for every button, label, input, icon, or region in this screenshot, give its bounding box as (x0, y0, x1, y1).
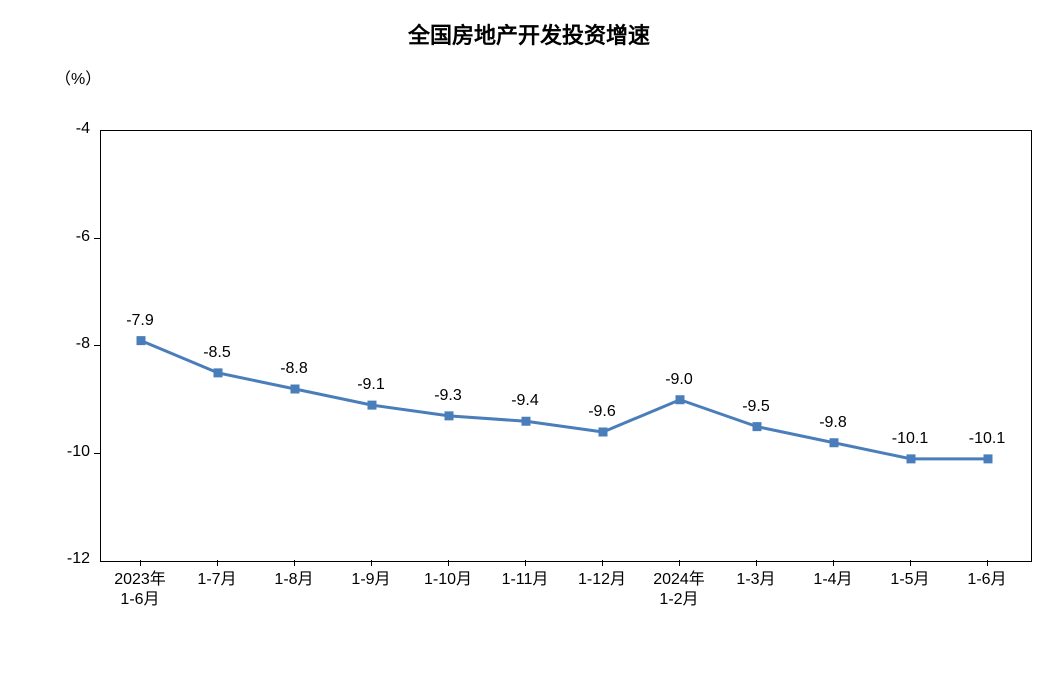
series-line (141, 341, 988, 459)
series-marker (522, 417, 530, 425)
x-tick-mark (910, 560, 911, 566)
chart-container: 全国房地产开发投资增速 （%） -4-6-8-10-122023年 1-6月1-… (0, 0, 1058, 684)
series-marker (676, 396, 684, 404)
data-label: -9.5 (726, 398, 786, 416)
data-label: -9.4 (495, 392, 555, 410)
y-tick-mark (94, 453, 100, 454)
data-label: -8.5 (187, 344, 247, 362)
series-marker (291, 385, 299, 393)
y-tick-mark (94, 238, 100, 239)
x-tick-mark (679, 560, 680, 566)
y-tick-label: -8 (50, 335, 90, 353)
data-label: -9.0 (649, 371, 709, 389)
series-marker (984, 455, 992, 463)
y-tick-label: -12 (50, 550, 90, 568)
series-marker (907, 455, 915, 463)
data-label: -9.3 (418, 387, 478, 405)
y-tick-mark (94, 345, 100, 346)
y-tick-label: -10 (50, 443, 90, 461)
y-axis-unit-label: （%） (55, 65, 101, 89)
data-label: -9.1 (341, 376, 401, 394)
data-label: -10.1 (880, 430, 940, 448)
series-marker (599, 428, 607, 436)
data-label: -9.8 (803, 414, 863, 432)
series-marker (214, 369, 222, 377)
x-tick-mark (294, 560, 295, 566)
x-tick-mark (448, 560, 449, 566)
x-tick-mark (833, 560, 834, 566)
y-tick-label: -6 (50, 228, 90, 246)
series-marker (137, 337, 145, 345)
x-tick-mark (756, 560, 757, 566)
x-tick-mark (525, 560, 526, 566)
chart-title: 全国房地产开发投资增速 (0, 18, 1058, 50)
x-tick-mark (987, 560, 988, 566)
series-marker (753, 423, 761, 431)
x-tick-mark (602, 560, 603, 566)
x-tick-mark (217, 560, 218, 566)
series-marker (368, 401, 376, 409)
series-marker (830, 439, 838, 447)
x-tick-label: 1-6月 (942, 570, 1032, 590)
data-label: -8.8 (264, 360, 324, 378)
series-marker (445, 412, 453, 420)
x-tick-mark (371, 560, 372, 566)
x-tick-mark (140, 560, 141, 566)
data-label: -7.9 (110, 312, 170, 330)
data-label: -9.6 (572, 403, 632, 421)
data-label: -10.1 (957, 430, 1017, 448)
y-tick-label: -4 (50, 120, 90, 138)
